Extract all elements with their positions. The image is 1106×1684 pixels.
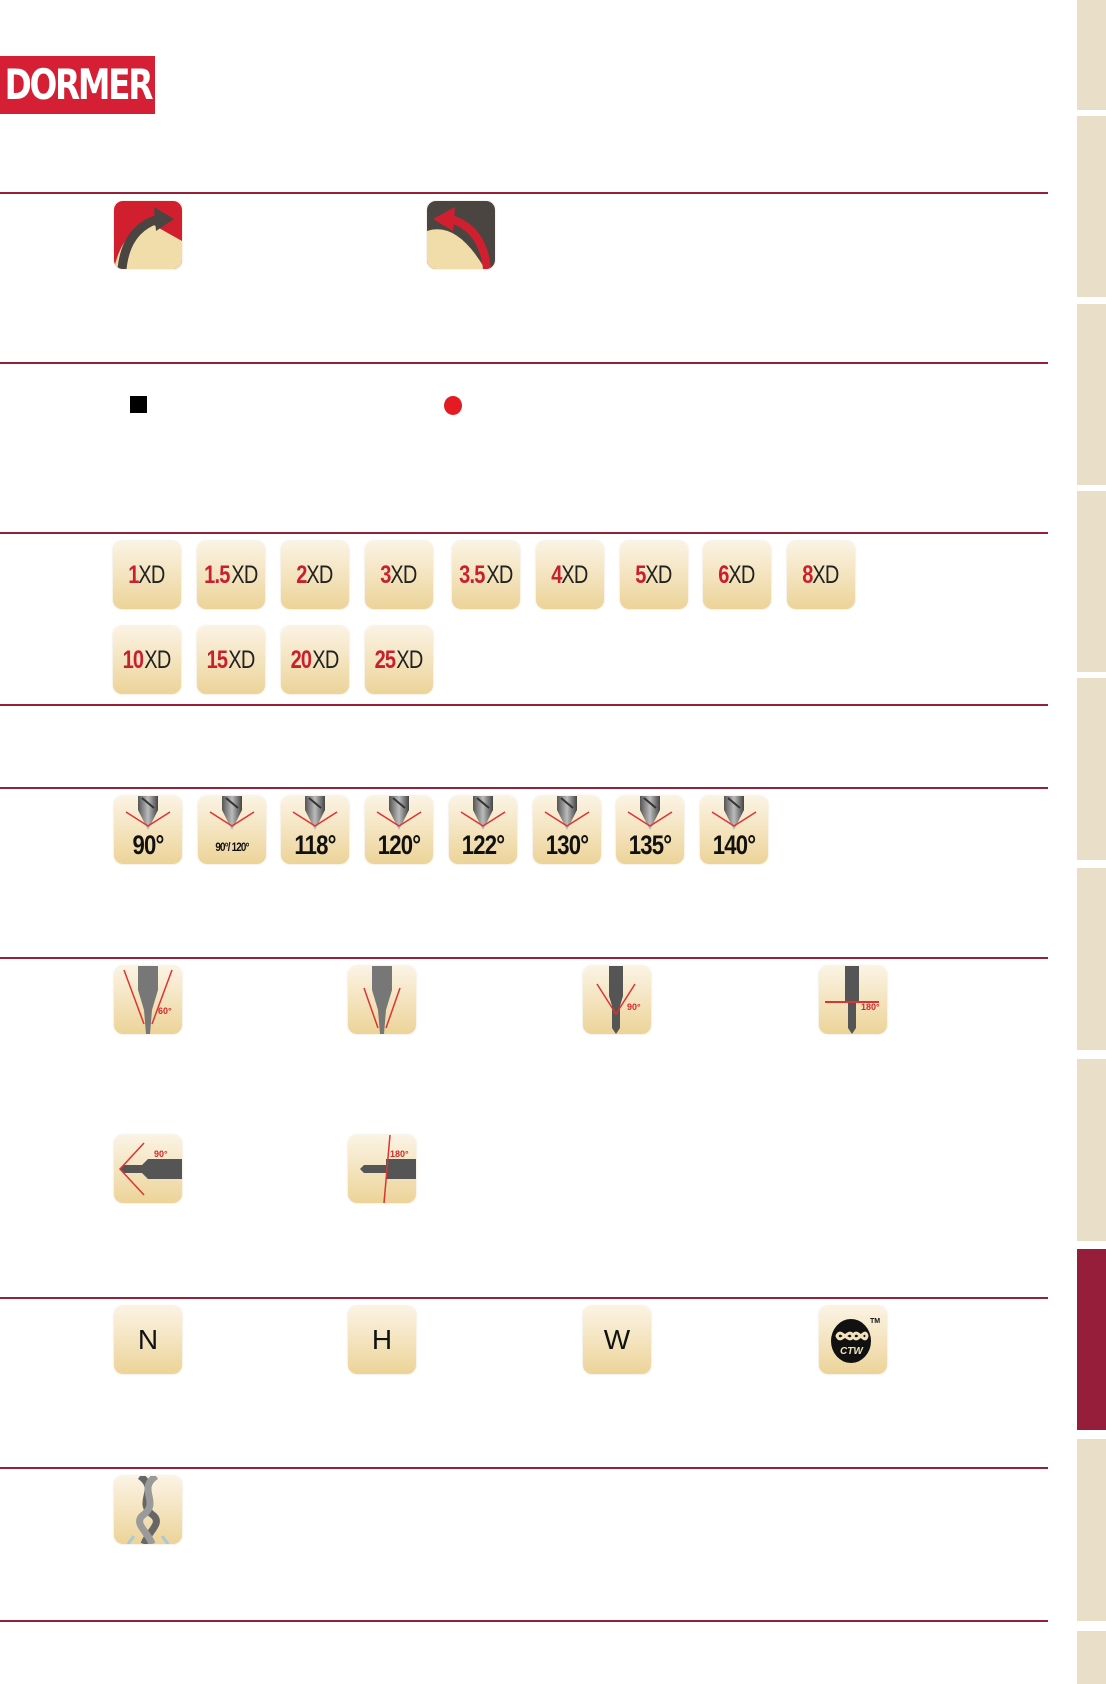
tip-angle-label: 90° [154,1149,168,1159]
tip-angle-label: 180° [861,1002,880,1012]
step-drill-90-icon: 90° [583,966,651,1034]
red-dot-icon [444,396,462,415]
xd-ratio-icon: 1 XD [113,541,181,609]
side-tab[interactable] [1077,1439,1106,1621]
type-n-icon: N [114,1306,182,1374]
angle-label: 135° [628,830,672,860]
ratio-value: 15 [206,645,228,674]
point-angle-icon: 130° [533,796,601,864]
xd-ratio-icon: 4 XD [536,541,604,609]
type-w-icon: W [583,1306,651,1374]
ratio-suffix: XD [231,560,258,589]
ratio-suffix: XD [389,560,417,589]
side-tab[interactable] [1077,116,1106,297]
step-drill-icon [348,966,416,1034]
ratio-value: 25 [374,645,396,674]
side-tab[interactable] [1077,1249,1106,1430]
side-tab[interactable] [1077,1059,1106,1241]
dormer-logo: DORMER [0,56,155,114]
xd-ratio-icon: 2 XD [281,541,349,609]
xd-ratio-icon: 20 XD [281,626,349,694]
ctw-icon: CTW TM [819,1306,887,1374]
ratio-value: 20 [290,645,312,674]
angle-label: 130° [545,830,589,860]
section-divider [0,1620,1048,1622]
point-angle-icon: 90°/ 120° [198,796,266,864]
angle-label: 118° [294,830,336,860]
section-divider [0,192,1048,194]
left-hand-rotation-icon [427,201,495,269]
angle-label: 90° [132,830,164,860]
section-divider [0,957,1048,959]
point-angle-icon: 122° [449,796,517,864]
xd-ratio-icon: 5 XD [620,541,688,609]
point-angle-icon: 118° [281,796,349,864]
angle-label: 122° [461,830,505,860]
section-divider [0,362,1048,364]
xd-ratio-icon: 8 XD [787,541,855,609]
xd-ratio-icon: 6 XD [703,541,771,609]
ratio-value: 1.5 [204,560,230,589]
point-angle-icon: 120° [365,796,433,864]
horizontal-step-180-icon: 180° [348,1135,416,1203]
ratio-suffix: XD [811,560,839,589]
ratio-suffix: XD [727,560,755,589]
xd-ratio-icon: 10 XD [113,626,181,694]
section-divider [0,704,1048,706]
ratio-value: 8 [801,560,813,589]
side-tab[interactable] [1077,304,1106,485]
point-angle-icon: 90° [114,796,182,864]
ratio-suffix: XD [644,560,672,589]
ratio-value: 3.5 [459,560,485,589]
xd-ratio-icon: 15 XD [197,626,265,694]
ratio-value: 2 [295,560,307,589]
right-hand-rotation-icon [114,201,182,269]
ratio-suffix: XD [228,645,255,674]
ratio-suffix: XD [396,645,423,674]
point-angle-icon: 140° [700,796,768,864]
section-divider [0,532,1048,534]
side-tab[interactable] [1077,0,1106,110]
point-angle-icon: 135° [616,796,684,864]
ratio-suffix: XD [144,645,171,674]
ratio-value: 4 [550,560,562,589]
angle-label: 140° [712,830,756,860]
type-h-icon: H [348,1306,416,1374]
section-divider [0,1297,1048,1299]
side-tab[interactable] [1077,868,1106,1050]
side-tab[interactable] [1077,678,1106,860]
side-tab[interactable] [1077,491,1106,672]
ratio-suffix: XD [560,560,588,589]
black-square-icon [130,396,147,413]
section-divider [0,1467,1048,1469]
xd-ratio-icon: 1.5 XD [197,541,265,609]
horizontal-step-90-icon: 90° [114,1135,182,1203]
ratio-value: 5 [634,560,646,589]
ratio-value: 6 [717,560,729,589]
tip-angle-label: 180° [390,1149,409,1159]
ratio-value: 10 [122,645,144,674]
tip-angle-label: 60° [158,1006,172,1016]
angle-label: 90°/ 120° [215,840,249,854]
xd-ratio-icon: 25 XD [365,626,433,694]
ratio-suffix: XD [305,560,333,589]
angle-label: 120° [377,830,421,860]
section-divider [0,787,1048,789]
tip-angle-label: 90° [627,1002,641,1012]
step-drill-180-icon: 180° [819,966,887,1034]
ratio-suffix: XD [312,645,339,674]
side-tab[interactable] [1077,1631,1106,1684]
ratio-value: 3 [379,560,391,589]
twist-drill-coolant-icon [114,1476,182,1544]
xd-ratio-icon: 3 XD [365,541,433,609]
ratio-suffix: XD [137,560,165,589]
ratio-suffix: XD [486,560,513,589]
ratio-value: 1 [127,560,139,589]
countersink-60-icon: 60° [114,966,182,1034]
xd-ratio-icon: 3.5 XD [452,541,520,609]
